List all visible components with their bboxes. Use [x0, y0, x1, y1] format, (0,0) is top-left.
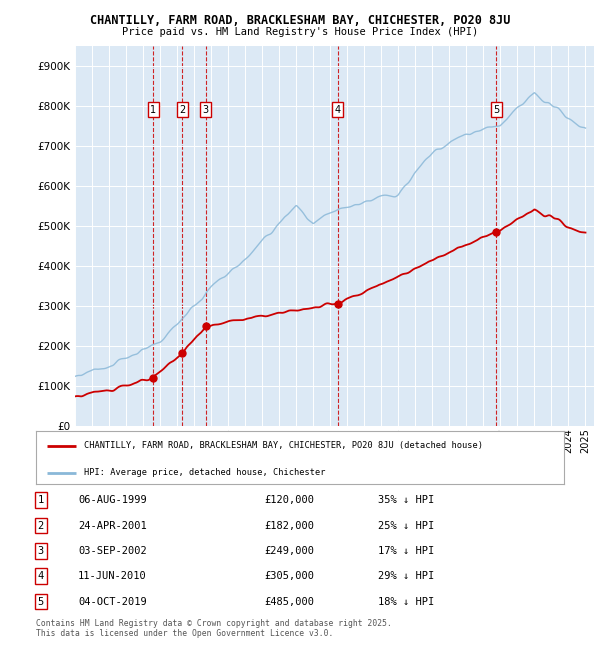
Text: 4: 4 [335, 105, 341, 114]
Text: 29% ↓ HPI: 29% ↓ HPI [378, 571, 434, 581]
Text: 06-AUG-1999: 06-AUG-1999 [78, 495, 147, 505]
Text: £305,000: £305,000 [264, 571, 314, 581]
Text: HPI: Average price, detached house, Chichester: HPI: Average price, detached house, Chic… [83, 468, 325, 477]
Text: 5: 5 [38, 597, 44, 606]
Text: £182,000: £182,000 [264, 521, 314, 530]
Text: 2: 2 [38, 521, 44, 530]
Text: 17% ↓ HPI: 17% ↓ HPI [378, 546, 434, 556]
Text: 03-SEP-2002: 03-SEP-2002 [78, 546, 147, 556]
Text: 2: 2 [179, 105, 185, 114]
Text: 11-JUN-2010: 11-JUN-2010 [78, 571, 147, 581]
Text: 24-APR-2001: 24-APR-2001 [78, 521, 147, 530]
Text: 5: 5 [493, 105, 499, 114]
Text: 25% ↓ HPI: 25% ↓ HPI [378, 521, 434, 530]
Text: Contains HM Land Registry data © Crown copyright and database right 2025.
This d: Contains HM Land Registry data © Crown c… [36, 619, 392, 638]
Text: 1: 1 [150, 105, 156, 114]
Text: 4: 4 [38, 571, 44, 581]
Text: £249,000: £249,000 [264, 546, 314, 556]
Text: 35% ↓ HPI: 35% ↓ HPI [378, 495, 434, 505]
Text: 3: 3 [38, 546, 44, 556]
Text: 18% ↓ HPI: 18% ↓ HPI [378, 597, 434, 606]
Text: 04-OCT-2019: 04-OCT-2019 [78, 597, 147, 606]
Text: 1: 1 [38, 495, 44, 505]
Text: CHANTILLY, FARM ROAD, BRACKLESHAM BAY, CHICHESTER, PO20 8JU (detached house): CHANTILLY, FARM ROAD, BRACKLESHAM BAY, C… [83, 441, 482, 450]
Text: £485,000: £485,000 [264, 597, 314, 606]
Text: 3: 3 [202, 105, 209, 114]
Text: CHANTILLY, FARM ROAD, BRACKLESHAM BAY, CHICHESTER, PO20 8JU: CHANTILLY, FARM ROAD, BRACKLESHAM BAY, C… [90, 14, 510, 27]
Text: Price paid vs. HM Land Registry's House Price Index (HPI): Price paid vs. HM Land Registry's House … [122, 27, 478, 37]
Text: £120,000: £120,000 [264, 495, 314, 505]
